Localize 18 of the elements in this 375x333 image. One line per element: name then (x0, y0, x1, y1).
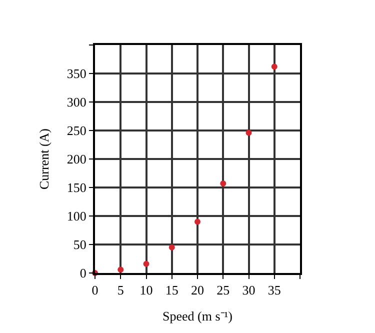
x-tick-label: 0 (92, 282, 98, 298)
x-tick-label: 35 (268, 282, 281, 298)
x-tick-label: 10 (140, 282, 153, 298)
y-tick-label: 300 (66, 94, 86, 110)
y-tick-label: 50 (73, 237, 86, 252)
y-tick-label: 350 (66, 66, 86, 82)
x-tick-label: 15 (165, 282, 178, 298)
y-tick-label: 200 (66, 152, 86, 167)
y-tick-label: 100 (66, 208, 86, 224)
x-tick-label: 20 (191, 282, 204, 298)
x-axis-title: Speed (m s⁻¹) (162, 308, 232, 324)
x-tick-label: 5 (117, 282, 124, 298)
y-axis-title: Current (A) (36, 128, 52, 190)
y-tick-label: 0 (80, 266, 86, 281)
x-tick-label: 30 (242, 282, 256, 298)
y-tick-label: 250 (66, 123, 86, 138)
x-tick-label: 25 (216, 282, 230, 298)
y-tick-label: 150 (66, 180, 86, 196)
